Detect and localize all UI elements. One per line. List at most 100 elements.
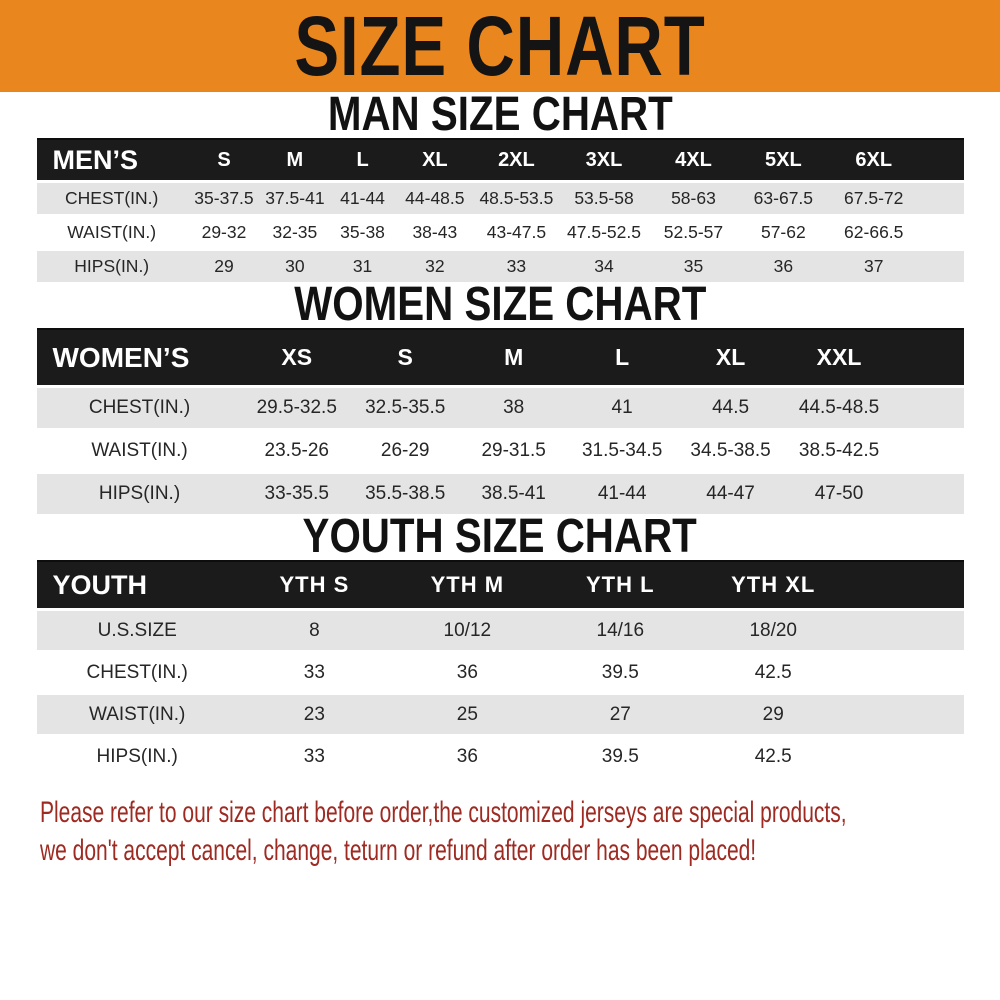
youth-table-row: U.S.SIZE 8 10/12 14/16 18/20 <box>36 608 964 652</box>
filler-cell <box>849 734 964 776</box>
size-value-cell: 44.5 <box>676 385 785 430</box>
size-value-cell: 38-43 <box>396 214 474 250</box>
women-table-label: WOMEN’S <box>36 328 243 388</box>
size-value-cell: 41-44 <box>328 180 397 216</box>
filler-cell <box>919 180 964 216</box>
size-value-cell: 14/16 <box>543 608 697 652</box>
men-table-label: MEN’S <box>36 138 187 183</box>
size-value-cell: 31.5-34.5 <box>567 428 677 473</box>
size-value-cell: 63-67.5 <box>738 180 829 216</box>
size-value-cell: 67.5-72 <box>828 180 920 216</box>
size-value-cell: 44-48.5 <box>396 180 474 216</box>
men-column-header: S <box>186 138 262 183</box>
size-value-cell: 43-47.5 <box>473 214 560 250</box>
size-value-cell: 34 <box>559 248 649 282</box>
youth-table-label: YOUTH <box>36 560 238 611</box>
size-value-cell: 44-47 <box>676 471 785 514</box>
row-label: HIPS(IN.) <box>36 248 187 282</box>
filler-cell <box>849 692 964 736</box>
women-column-header: S <box>350 328 460 388</box>
filler-cell <box>849 560 964 611</box>
size-value-cell: 10/12 <box>390 608 544 652</box>
size-value-cell: 62-66.5 <box>828 214 920 250</box>
youth-size-section: YOUTH SIZE CHART YOUTH YTH S YTH M YTH L YTH… <box>0 513 1000 776</box>
men-column-header: XL <box>396 138 474 183</box>
size-value-cell: 27 <box>543 692 697 736</box>
row-label: WAIST(IN.) <box>36 428 243 473</box>
size-value-cell: 42.5 <box>696 734 850 776</box>
size-value-cell: 31 <box>328 248 397 282</box>
filler-cell <box>919 214 964 250</box>
youth-column-header: YTH XL <box>696 560 850 611</box>
size-value-cell: 29 <box>186 248 262 282</box>
women-column-header: XXL <box>784 328 894 388</box>
men-column-header: M <box>261 138 329 183</box>
men-section-heading: MAN SIZE CHART <box>0 88 1000 141</box>
row-label: HIPS(IN.) <box>36 471 243 514</box>
youth-table-header-row: YOUTH YTH S YTH M YTH L YTH XL <box>36 560 964 611</box>
row-label: WAIST(IN.) <box>36 692 238 736</box>
women-table-body: CHEST(IN.) 29.5-32.5 32.5-35.5 38 41 44.5 44.5… <box>36 385 964 514</box>
size-value-cell: 8 <box>237 608 391 652</box>
size-value-cell: 38 <box>459 385 568 430</box>
row-label: CHEST(IN.) <box>36 385 243 430</box>
size-value-cell: 47.5-52.5 <box>559 214 649 250</box>
size-chart-banner: SIZE CHART <box>0 0 1000 92</box>
size-value-cell: 41 <box>567 385 677 430</box>
women-column-header: L <box>567 328 677 388</box>
size-value-cell: 34.5-38.5 <box>676 428 785 473</box>
disclaimer-line-1: Please refer to our size chart before or… <box>40 796 847 829</box>
size-value-cell: 23 <box>237 692 391 736</box>
size-value-cell: 32-35 <box>261 214 329 250</box>
youth-table-row: CHEST(IN.) 33 36 39.5 42.5 <box>36 650 964 694</box>
size-value-cell: 44.5-48.5 <box>784 385 894 430</box>
size-value-cell: 37.5-41 <box>261 180 329 216</box>
size-value-cell: 33 <box>237 650 391 694</box>
youth-column-header: YTH L <box>543 560 697 611</box>
size-value-cell: 53.5-58 <box>559 180 649 216</box>
men-column-header: 3XL <box>559 138 649 183</box>
men-section-heading-text: MAN SIZE CHART <box>327 88 673 141</box>
size-value-cell: 38.5-41 <box>459 471 568 514</box>
women-column-header: XL <box>676 328 785 388</box>
women-section-heading-text: WOMEN SIZE CHART <box>293 278 707 331</box>
row-label: CHEST(IN.) <box>36 650 238 694</box>
size-value-cell: 35 <box>648 248 739 282</box>
size-value-cell: 29-32 <box>186 214 262 250</box>
size-value-cell: 52.5-57 <box>648 214 739 250</box>
youth-table-row: HIPS(IN.) 33 36 39.5 42.5 <box>36 734 964 776</box>
men-table-header-row: MEN’S S M L XL 2XL 3XL 4XL 5XL 6XL <box>36 138 964 183</box>
size-value-cell: 32 <box>396 248 474 282</box>
men-table-row: WAIST(IN.) 29-32 32-35 35-38 38-43 43-47.5 47.… <box>36 214 964 250</box>
row-label: U.S.SIZE <box>36 608 238 652</box>
size-value-cell: 41-44 <box>567 471 677 514</box>
size-value-cell: 29-31.5 <box>459 428 568 473</box>
size-value-cell: 33-35.5 <box>242 471 351 514</box>
size-value-cell: 30 <box>261 248 329 282</box>
filler-cell <box>893 328 964 388</box>
size-value-cell: 29.5-32.5 <box>242 385 351 430</box>
size-value-cell: 48.5-53.5 <box>473 180 560 216</box>
size-value-cell: 35-38 <box>328 214 397 250</box>
women-column-header: M <box>459 328 568 388</box>
women-size-section: WOMEN SIZE CHART WOMEN’S XS S M L XL XXL CHEST… <box>0 278 1000 514</box>
filler-cell <box>849 650 964 694</box>
row-label: WAIST(IN.) <box>36 214 187 250</box>
youth-column-header: YTH M <box>390 560 544 611</box>
women-size-table: WOMEN’S XS S M L XL XXL CHEST(IN.) 29.5-32.5 32.… <box>36 328 964 514</box>
row-label: HIPS(IN.) <box>36 734 238 776</box>
size-value-cell: 47-50 <box>784 471 894 514</box>
size-value-cell: 33 <box>473 248 560 282</box>
men-column-header: 4XL <box>648 138 739 183</box>
filler-cell <box>893 428 964 473</box>
youth-column-header: YTH S <box>237 560 391 611</box>
row-label: CHEST(IN.) <box>36 180 187 216</box>
women-column-header: XS <box>242 328 351 388</box>
filler-cell <box>893 385 964 430</box>
size-value-cell: 35-37.5 <box>186 180 262 216</box>
men-table-row: HIPS(IN.) 29 30 31 32 33 34 35 36 37 <box>36 248 964 282</box>
size-value-cell: 26-29 <box>350 428 460 473</box>
page-title: SIZE CHART <box>294 0 706 93</box>
men-table-body: CHEST(IN.) 35-37.5 37.5-41 41-44 44-48.5 48.5… <box>36 180 964 282</box>
